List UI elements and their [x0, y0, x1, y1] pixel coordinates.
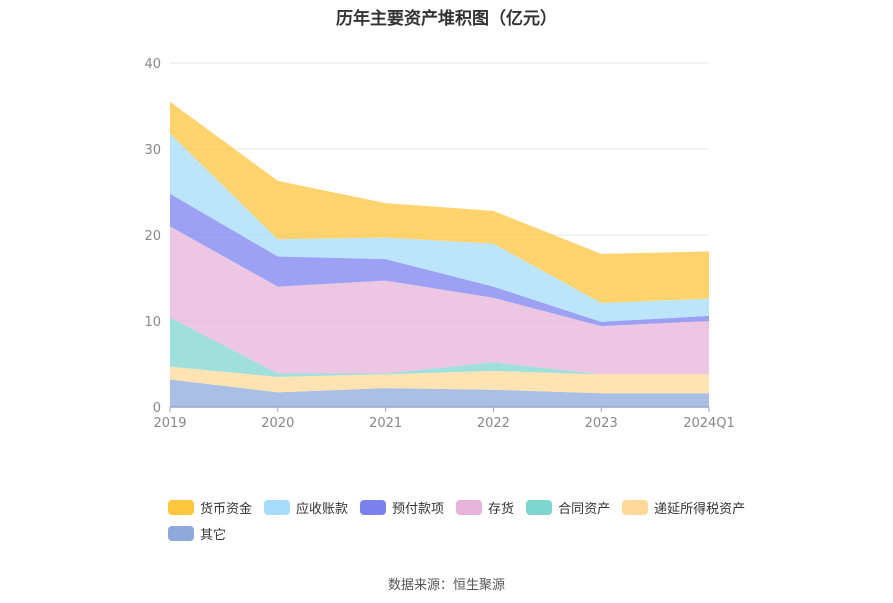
- legend-label: 其它: [200, 527, 227, 543]
- x-tick-label: 2024Q1: [683, 416, 735, 431]
- area-series: [170, 101, 709, 303]
- legend-label: 递延所得税资产: [654, 501, 746, 517]
- x-tick-label: 2023: [585, 416, 618, 431]
- y-tick-label: 10: [144, 315, 161, 330]
- source-note: 数据来源：恒生聚源: [387, 578, 505, 593]
- legend-item[interactable]: 合同资产: [526, 494, 610, 520]
- legend-label: 货币资金: [200, 501, 253, 517]
- legend-swatch: [526, 499, 553, 515]
- legend-swatch: [456, 499, 483, 515]
- legend-label: 合同资产: [558, 501, 611, 517]
- legend-swatch: [360, 499, 387, 515]
- legend-item[interactable]: 递延所得税资产: [622, 494, 745, 520]
- x-tick-label: 2022: [477, 416, 510, 431]
- area-series: [170, 193, 709, 327]
- x-tick-label: 2021: [369, 416, 402, 431]
- legend-item[interactable]: 其它: [168, 520, 226, 546]
- area-series: [170, 366, 709, 394]
- x-tick-label: 2020: [261, 416, 294, 431]
- area-series: [170, 379, 709, 407]
- legend-label: 应收账款: [296, 501, 349, 517]
- y-tick-label: 40: [144, 57, 161, 72]
- chart-title: 历年主要资产堆积图（亿元）: [336, 9, 557, 29]
- legend-item[interactable]: 存货: [456, 494, 514, 520]
- legend-label: 预付款项: [392, 501, 445, 517]
- legend-swatch: [264, 499, 291, 515]
- area-series: [170, 226, 709, 375]
- y-tick-label: 20: [144, 229, 161, 244]
- area-series: [170, 317, 709, 377]
- legend-label: 存货: [488, 501, 515, 517]
- chart-legend: 货币资金 应收账款 预付款项 存货 合同资产 递延所得税资产其它: [168, 494, 768, 546]
- y-tick-label: 30: [144, 143, 161, 158]
- legend-item[interactable]: 预付款项: [360, 494, 444, 520]
- legend-swatch: [168, 525, 194, 541]
- area-series: [170, 133, 709, 322]
- legend-item[interactable]: 货币资金: [168, 494, 252, 520]
- y-tick-label: 0: [153, 401, 161, 416]
- legend-swatch: [622, 499, 649, 515]
- x-tick-label: 2019: [153, 416, 186, 431]
- legend-item[interactable]: 应收账款: [264, 494, 348, 520]
- legend-swatch: [168, 499, 194, 515]
